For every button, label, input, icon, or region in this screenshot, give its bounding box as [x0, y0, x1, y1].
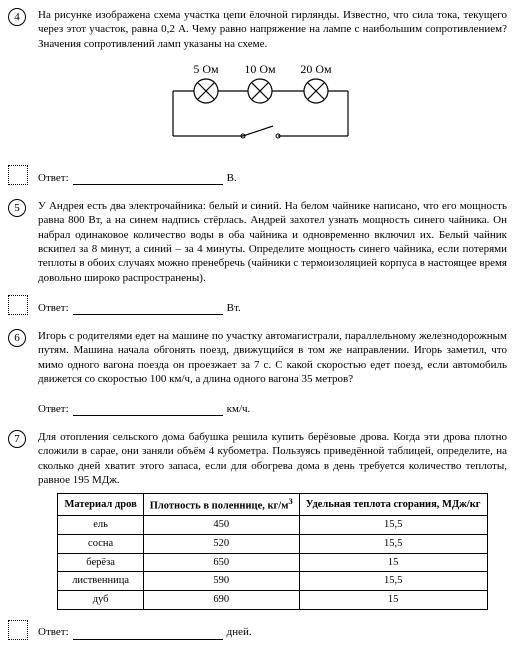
problem-4: 4 На рисунке изображена схема участка це… [8, 8, 507, 185]
lamp-icon [304, 79, 328, 103]
question-text: На рисунке изображена схема участка цепи… [38, 8, 507, 51]
table-row: лиственница59015,5 [58, 572, 487, 591]
question-number: 4 [8, 8, 26, 26]
answer-input[interactable] [73, 415, 223, 416]
answer-input[interactable] [73, 639, 223, 640]
table-header: Удельная теплота сгорания, МДж/кг [299, 494, 487, 516]
question-text: Для отопления сельского дома бабушка реш… [38, 430, 507, 487]
circuit-diagram: 5 Ом 10 Ом 20 Ом [8, 61, 507, 155]
table-cell: 15 [299, 553, 487, 572]
answer-row: Ответ: дней. [38, 620, 507, 640]
answer-row: Ответ: Вт. [38, 295, 507, 315]
lamp-label-2: 10 Ом [244, 62, 276, 76]
answer-label: Ответ: [38, 625, 69, 639]
problem-7: 7 Для отопления сельского дома бабушка р… [8, 430, 507, 640]
table-row: сосна52015,5 [58, 535, 487, 554]
table-cell: сосна [58, 535, 143, 554]
question-text: У Андрея есть два электрочайника: белый … [38, 199, 507, 285]
table-header: Плотность в поленнице, кг/м3 [143, 494, 299, 516]
score-box[interactable] [8, 620, 28, 640]
table-cell: 650 [143, 553, 299, 572]
answer-unit: Вт. [227, 301, 241, 315]
table-cell: 450 [143, 516, 299, 535]
wood-table: Материал дров Плотность в поленнице, кг/… [57, 493, 487, 609]
score-box[interactable] [8, 165, 28, 185]
lamp-icon [248, 79, 272, 103]
answer-input[interactable] [73, 184, 223, 185]
question-number: 7 [8, 430, 26, 448]
answer-label: Ответ: [38, 171, 69, 185]
table-cell: 590 [143, 572, 299, 591]
answer-row: Ответ: В. [38, 165, 507, 185]
answer-unit: В. [227, 171, 237, 185]
table-cell: 520 [143, 535, 299, 554]
table-header: Материал дров [58, 494, 143, 516]
table-row: дуб69015 [58, 591, 487, 610]
problem-5: 5 У Андрея есть два электрочайника: белы… [8, 199, 507, 315]
answer-unit: дней. [227, 625, 252, 639]
table-row: берёза65015 [58, 553, 487, 572]
table-cell: 15 [299, 591, 487, 610]
table-cell: берёза [58, 553, 143, 572]
answer-label: Ответ: [38, 402, 69, 416]
answer-label: Ответ: [38, 301, 69, 315]
table-row: ель45015,5 [58, 516, 487, 535]
answer-row: Ответ: км/ч. [38, 396, 507, 416]
question-text: Игорь с родителями едет на машине по уча… [38, 329, 507, 386]
lamp-label-1: 5 Ом [193, 62, 219, 76]
table-cell: дуб [58, 591, 143, 610]
score-box[interactable] [8, 295, 28, 315]
answer-unit: км/ч. [227, 402, 251, 416]
table-cell: лиственница [58, 572, 143, 591]
lamp-icon [194, 79, 218, 103]
table-cell: 15,5 [299, 535, 487, 554]
answer-input[interactable] [73, 314, 223, 315]
table-cell: 690 [143, 591, 299, 610]
lamp-label-3: 20 Ом [300, 62, 332, 76]
table-cell: 15,5 [299, 572, 487, 591]
problem-6: 6 Игорь с родителями едет на машине по у… [8, 329, 507, 416]
table-cell: ель [58, 516, 143, 535]
table-cell: 15,5 [299, 516, 487, 535]
question-number: 5 [8, 199, 26, 217]
question-number: 6 [8, 329, 26, 347]
